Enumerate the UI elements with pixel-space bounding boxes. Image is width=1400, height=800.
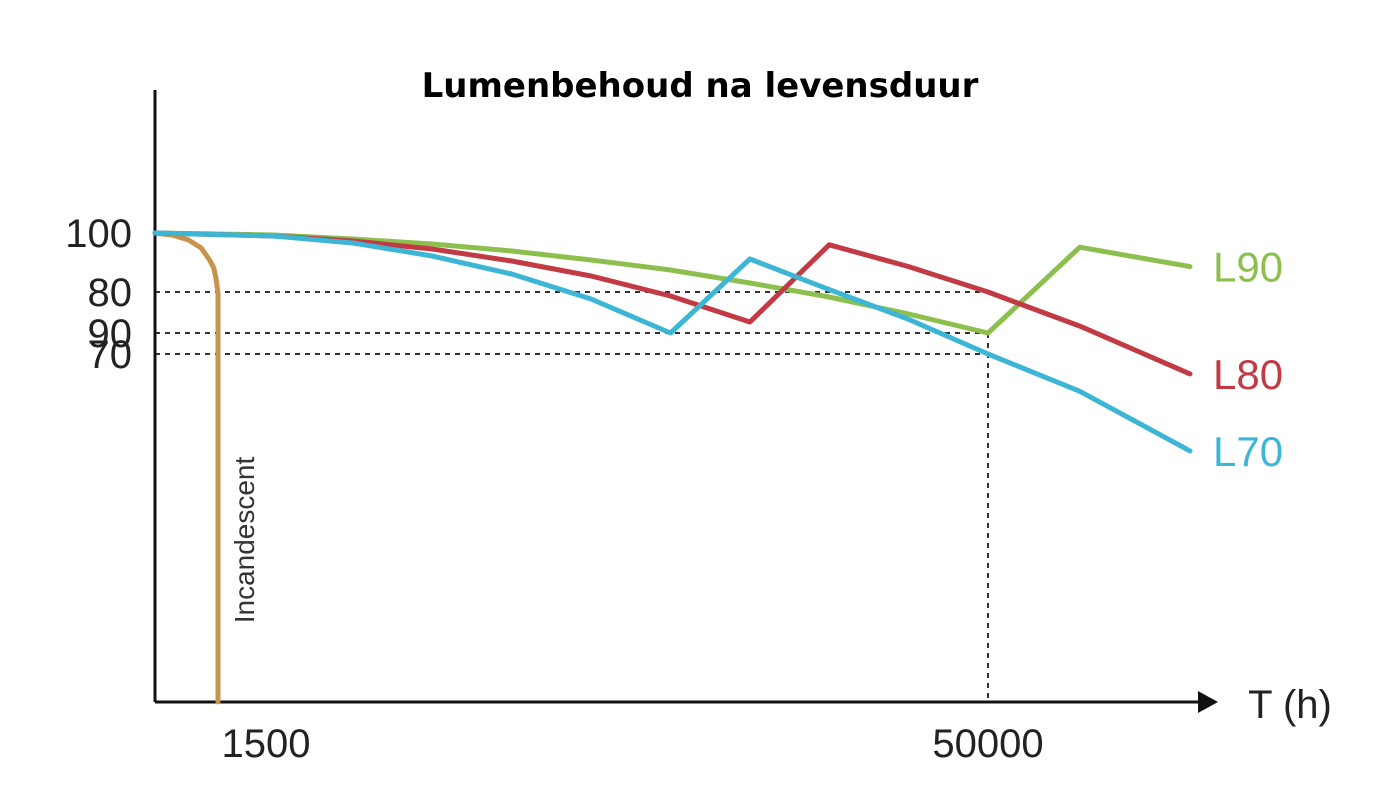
series-label-incandescent: Incandescent [229, 457, 260, 624]
x-axis-label: T (h) [1248, 683, 1332, 727]
series-line-l80 [152, 230, 1193, 377]
x-tick-label-50000: 50000 [932, 722, 1043, 766]
series-lines [152, 230, 1193, 705]
series-label-l90: L90 [1213, 244, 1283, 291]
labels: Incandescent L90 L80 L70 [229, 244, 1283, 624]
y-tick-label-90: 90 [88, 312, 133, 356]
x-tick-label-1500: 1500 [222, 722, 311, 766]
x-axis-arrow-icon [1198, 691, 1218, 713]
y-tick-label-100: 100 [65, 212, 132, 256]
series-label-l80: L80 [1213, 351, 1283, 398]
series-line-l70 [152, 230, 1193, 454]
series-line-incandescent [152, 230, 221, 705]
series-line-l90 [152, 230, 1193, 336]
chart-title: Lumenbehoud na levensduur [422, 66, 979, 106]
y-tick-label-80: 80 [88, 271, 133, 315]
y-tick-label-70: 70 [88, 333, 133, 377]
series-label-l70: L70 [1213, 428, 1283, 475]
reference-lines [155, 291, 989, 702]
